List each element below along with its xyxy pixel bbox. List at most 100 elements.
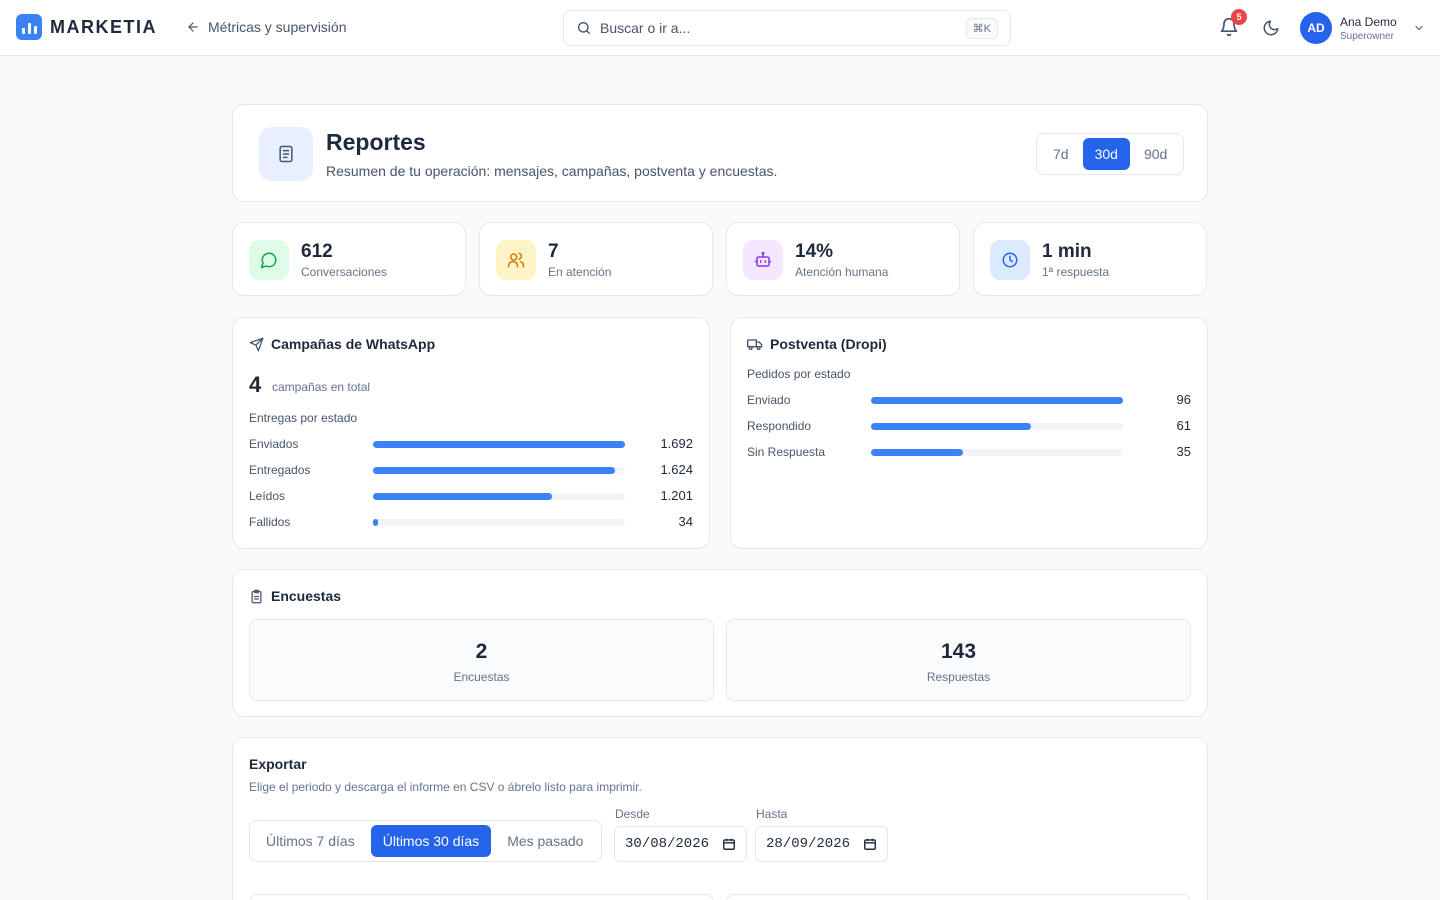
back-link[interactable]: Métricas y supervisión [186,19,347,35]
campaigns-section-label: Entregas por estado [249,411,358,425]
stat-card-human-attention: 14% Atención humana [726,222,960,296]
survey-count-box: 2 Encuestas [249,619,714,701]
bar-fill [871,397,1123,404]
bar-label: Enviado [747,393,791,407]
bar-value: 35 [1176,444,1191,459]
user-role: Superowner [1340,30,1394,42]
campaigns-panel: Campañas de WhatsApp 4 campañas en total… [232,317,710,549]
send-icon [249,337,264,351]
stat-label: 1ª respuesta [1042,265,1110,279]
export-panel: Exportar Elige el periodo y descarga el … [232,737,1208,900]
report-icon [259,127,313,181]
bot-icon [743,240,783,280]
bar-value: 1.692 [660,436,693,451]
bar-label: Leídos [249,489,286,503]
bar-row-entregados: Entregados 1.624 [249,460,693,480]
survey-responses-label: Respuestas [926,670,991,684]
bar-value: 1.201 [660,488,693,503]
survey-responses-box: 143 Respuestas [726,619,1191,701]
to-label: Hasta [756,807,788,821]
moon-icon[interactable] [1262,19,1280,37]
bar-fill [373,467,615,474]
export-preset-selector: Últimos 7 días Últimos 30 días Mes pasad… [249,820,602,862]
bar-fill [871,423,1032,430]
bar-label: Fallidos [249,515,291,529]
back-link-label: Métricas y supervisión [208,19,347,35]
bar-row-leidos: Leídos 1.201 [249,486,693,506]
postsale-title-row: Postventa (Dropi) [747,336,887,352]
stat-value: 1 min [1042,241,1092,262]
bar-fill [373,519,379,526]
page-subtitle: Resumen de tu operación: mensajes, campa… [326,163,778,179]
from-date-value: 30/08/2026 [625,836,710,852]
calendar-icon[interactable] [722,837,736,851]
range-7d-button[interactable]: 7d [1053,146,1069,162]
campaigns-title-row: Campañas de WhatsApp [249,336,435,352]
range-90d-button[interactable]: 90d [1143,146,1168,162]
export-option-card[interactable] [726,894,1191,900]
chevron-down-icon [1415,25,1423,31]
export-subtitle: Elige el periodo y descarga el informe e… [249,780,642,794]
campaigns-title: Campañas de WhatsApp [271,336,436,352]
user-menu[interactable]: AD Ana Demo Superowner [1300,12,1425,44]
stat-value: 612 [301,241,333,262]
bar-label: Entregados [249,463,311,477]
calendar-icon[interactable] [863,837,877,851]
range-30d-button[interactable]: 30d [1082,138,1130,170]
campaigns-count: 4 [249,372,262,397]
users-icon [496,240,536,280]
bar-value: 96 [1176,392,1191,407]
logo-chart-icon [16,14,42,40]
to-date-input[interactable]: 28/09/2026 [755,826,888,862]
logo[interactable]: MARKETIA [16,14,157,40]
reports-header: Reportes Resumen de tu operación: mensaj… [232,104,1208,202]
bar-row-fallidos: Fallidos 34 [249,512,693,532]
bell-icon[interactable] [1219,17,1239,37]
postsale-section-label: Pedidos por estado [747,367,851,381]
bar-fill [871,449,963,456]
search-box[interactable]: ⌘K [563,10,1011,46]
bar-label: Enviados [249,437,299,451]
export-title: Exportar [249,756,307,772]
bar-value: 1.624 [660,462,693,477]
export-option-card[interactable] [249,894,714,900]
bar-fill [373,441,625,448]
search-shortcut: ⌘K [965,17,998,39]
preset-last-month-button[interactable]: Mes pasado [507,833,584,849]
preset-30-days-button[interactable]: Últimos 30 días [370,825,492,857]
bar-row-respondido: Respondido 61 [747,416,1191,436]
surveys-title: Encuestas [271,588,342,604]
bar-row-enviado: Enviado 96 [747,390,1191,410]
from-date-input[interactable]: 30/08/2026 [614,826,747,862]
truck-icon [747,339,763,350]
postsale-panel: Postventa (Dropi) Pedidos por estado Env… [730,317,1208,549]
stat-value: 14% [795,241,834,262]
bar-row-sin-respuesta: Sin Respuesta 35 [747,442,1191,462]
bar-value: 61 [1176,418,1191,433]
top-bar: MARKETIA Métricas y supervisión ⌘K 5 AD … [0,0,1440,56]
survey-count-label: Encuestas [453,670,510,684]
campaigns-count-label: campañas en total [272,380,371,394]
search-input[interactable] [600,20,958,36]
user-name: Ana Demo [1340,14,1397,29]
arrow-left-icon [188,22,198,32]
surveys-title-row: Encuestas [249,588,341,604]
survey-responses-value: 143 [940,640,977,663]
chat-icon [249,240,289,280]
preset-7-days-button[interactable]: Últimos 7 días [266,833,355,849]
bar-label: Sin Respuesta [747,445,826,459]
range-selector: 7d 30d 90d [1036,133,1184,175]
clipboard-icon [251,589,262,603]
bar-row-enviados: Enviados 1.692 [249,434,693,454]
postsale-title: Postventa (Dropi) [770,336,887,352]
stat-card-in-attention: 7 En atención [479,222,713,296]
stat-card-first-response: 1 min 1ª respuesta [973,222,1207,296]
stat-label: Conversaciones [301,265,388,279]
bar-value: 34 [678,514,693,529]
clock-icon [990,240,1030,280]
to-date-value: 28/09/2026 [766,836,851,852]
stat-card-conversations: 612 Conversaciones [232,222,466,296]
brand-name: MARKETIA [50,16,157,37]
bar-label: Respondido [747,419,812,433]
stat-value: 7 [548,241,559,262]
